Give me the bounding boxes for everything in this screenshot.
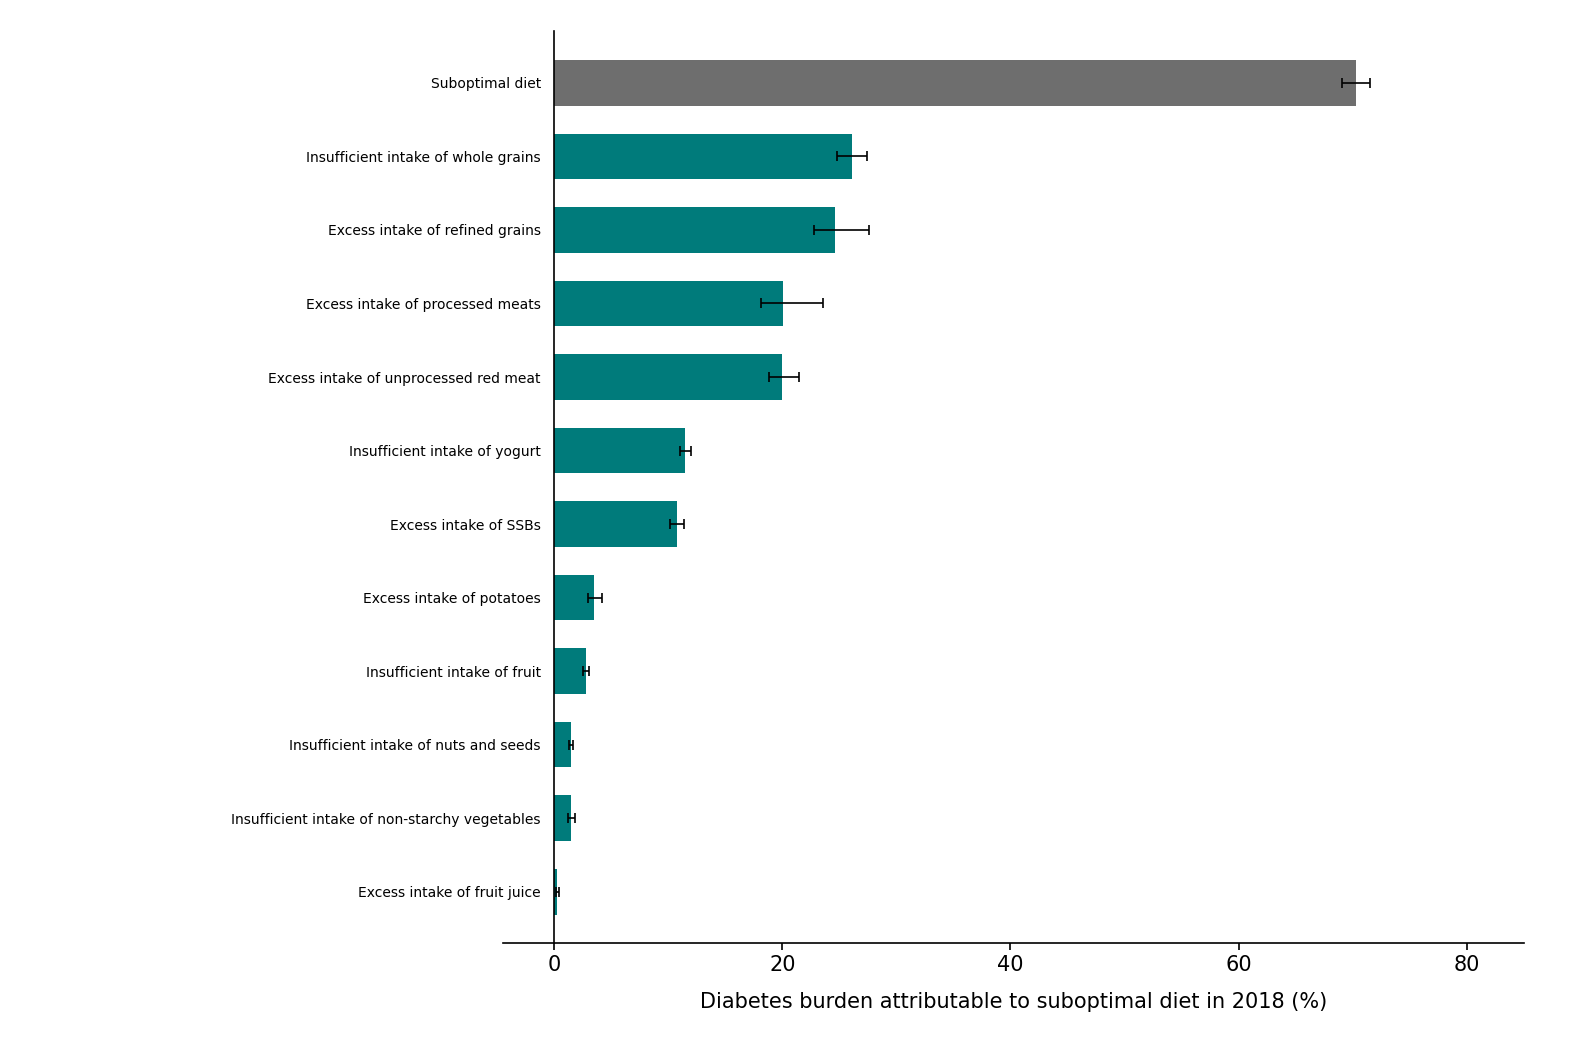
Bar	[555, 208, 834, 253]
Bar	[555, 60, 1356, 106]
X-axis label: Diabetes burden attributable to suboptimal diet in 2018 (%): Diabetes burden attributable to suboptim…	[699, 991, 1327, 1011]
Bar	[555, 428, 685, 474]
Bar	[555, 281, 784, 326]
Bar	[555, 649, 586, 694]
Bar	[555, 869, 558, 915]
Bar	[555, 574, 594, 620]
Bar	[555, 134, 851, 179]
Bar	[555, 501, 677, 547]
Bar	[555, 354, 782, 400]
Bar	[555, 795, 572, 840]
Bar	[555, 722, 572, 767]
